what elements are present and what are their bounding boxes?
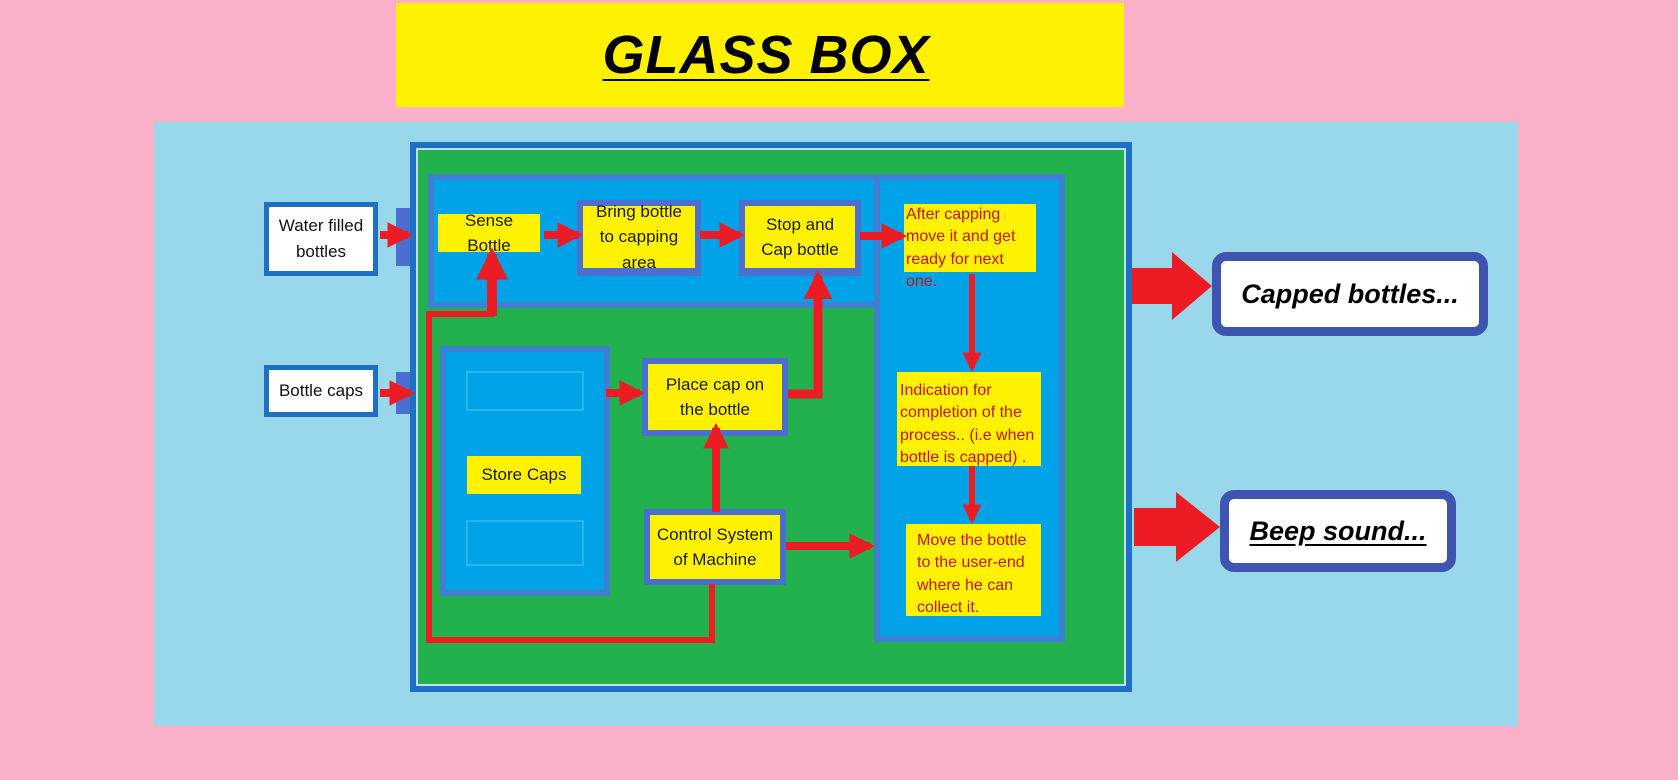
input-water-filled-bottles: Water filled bottles [264,202,378,276]
title-banner: GLASS BOX [396,3,1124,107]
node-indication: Indication for completion of the process… [897,372,1041,466]
node-control-system: Control System of Machine [650,515,780,579]
output-beep-label: Beep sound... [1249,515,1427,546]
place-cap-label: Place cap on the bottle [665,374,765,420]
output-beep-sound: Beep sound... [1220,490,1456,572]
page-title: GLASS BOX [602,25,930,85]
move-bottle-label: Move the bottle to the user-end where he… [917,532,1027,617]
node-sense-bottle: Sense Bottle [438,211,540,255]
input-water-label: Water filled bottles [278,215,364,261]
store-caps-label: Store Caps [481,465,567,485]
input-caps-label: Bottle caps [278,380,364,400]
caps-box-frame [396,372,410,414]
output-capped-bottles: Capped bottles... [1212,252,1488,336]
node-after-capping: After capping move it and get ready for … [904,204,1036,290]
node-move-bottle: Move the bottle to the user-end where he… [906,524,1041,616]
control-system-label: Control System of Machine [656,524,774,570]
stop-cap-label: Stop and Cap bottle [761,214,839,260]
node-store-caps: Store Caps [467,456,581,494]
input-bottle-caps: Bottle caps [264,365,378,417]
water-box-frame [396,208,410,266]
output-capped-label: Capped bottles... [1241,278,1459,309]
after-capping-label: After capping move it and get ready for … [906,206,1016,291]
cap-slot-bottom [466,520,584,566]
node-place-cap: Place cap on the bottle [648,364,782,430]
bring-bottle-label: Bring bottle to capping area [596,201,682,272]
indication-label: Indication for completion of the process… [900,382,1035,467]
sense-bottle-label: Sense Bottle [464,210,514,256]
node-bring-bottle: Bring bottle to capping area [583,202,695,272]
node-stop-and-cap: Stop and Cap bottle [745,206,855,268]
cap-slot-top [466,371,584,411]
